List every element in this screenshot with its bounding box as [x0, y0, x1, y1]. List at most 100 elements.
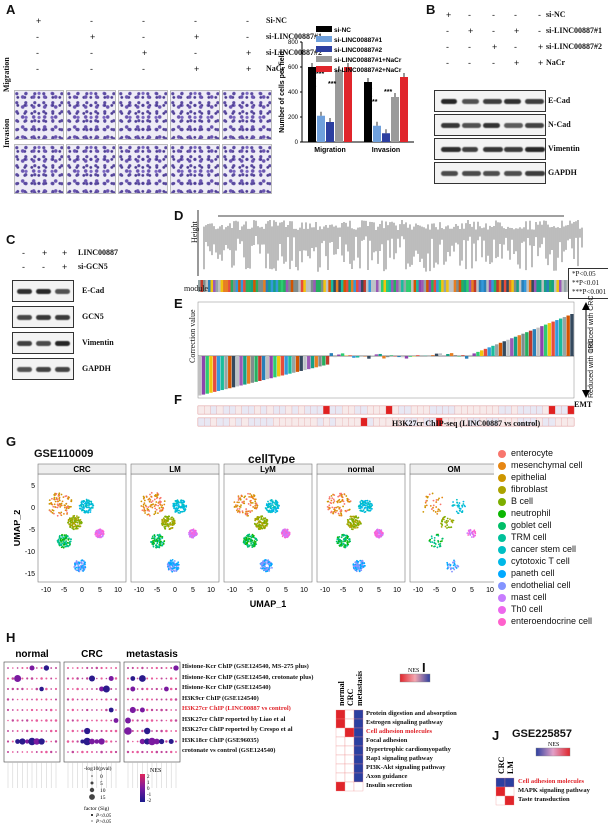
dot [110, 719, 113, 722]
correction-bar [284, 356, 288, 375]
correction-bar [521, 333, 525, 356]
umap-point [265, 524, 268, 527]
module-cell [265, 280, 269, 292]
umap-point [181, 506, 184, 509]
umap-point [75, 527, 78, 529]
module-cell [546, 280, 550, 292]
dot [114, 677, 118, 680]
umap-point [474, 532, 477, 535]
umap-point [78, 525, 81, 528]
umap-point [368, 506, 371, 508]
umap-point [262, 518, 264, 521]
dot [139, 707, 145, 713]
blot-label-c: Vimentin [82, 338, 114, 347]
sign-b: - [446, 42, 449, 52]
umap-strip [316, 463, 406, 475]
dot [170, 667, 173, 669]
legend-swatch [316, 56, 332, 62]
dot [67, 730, 69, 732]
umap-point [78, 567, 81, 570]
umap-point [81, 564, 84, 567]
module-cell [243, 280, 246, 292]
umap-point [365, 502, 368, 504]
umap-point [82, 506, 85, 509]
umap-point [253, 540, 256, 542]
legend-item-celltype: cytotoxic T cell [498, 556, 570, 566]
umap-point [153, 505, 156, 508]
dot [16, 698, 19, 701]
umap-point [459, 507, 462, 510]
umap-point [64, 537, 67, 540]
umap-point [348, 508, 351, 511]
dot [95, 751, 98, 753]
umap-point [331, 497, 334, 500]
correction-bar [250, 356, 255, 383]
gse110009-label: GSE110009 [34, 448, 94, 460]
dot [91, 709, 93, 711]
umap-point [261, 527, 264, 530]
dot [11, 740, 14, 743]
umap-point [264, 524, 267, 527]
heat-cell [353, 754, 364, 765]
umap-point [143, 499, 146, 502]
umap-point [191, 529, 194, 532]
dot [81, 667, 84, 669]
dot [76, 719, 79, 722]
umap-point [82, 509, 84, 511]
module-cell [448, 280, 452, 292]
umap-point [256, 504, 259, 507]
umap-point [55, 492, 58, 495]
umap-point [68, 496, 70, 499]
module-cell [526, 280, 530, 292]
blot-strip [12, 280, 74, 302]
umap-point [436, 546, 439, 549]
umap-point [245, 512, 248, 515]
umap-point [360, 561, 363, 564]
umap-point [437, 498, 440, 501]
size-legend-title: -log10(pval) [84, 765, 112, 772]
umap-y-tick: 5 [31, 483, 35, 490]
correction-bar [220, 356, 224, 391]
module-cell [566, 280, 570, 292]
umap-point [56, 503, 59, 506]
umap-point [151, 500, 154, 502]
module-cell [416, 280, 419, 292]
umap-point [89, 511, 92, 513]
dot [165, 729, 168, 733]
dot [105, 677, 108, 680]
umap-point [440, 525, 443, 528]
umap-point [265, 518, 268, 521]
sign-c: + [42, 248, 48, 258]
correction-bar [551, 321, 555, 356]
umap-point [80, 566, 83, 568]
heat-cell [344, 709, 355, 720]
umap-point [84, 561, 87, 564]
dot [55, 709, 57, 711]
umap-group-title: CRC [73, 465, 91, 474]
dot [7, 667, 9, 669]
nes-legend-value: -2 [147, 799, 152, 804]
umap-point [153, 494, 156, 497]
correction-bar [408, 356, 412, 357]
umap-point [262, 525, 265, 528]
umap-point [77, 565, 80, 567]
nes-legend-title: NES [150, 768, 161, 774]
module-cell [423, 280, 427, 292]
band [525, 147, 545, 152]
sign-b: + [538, 58, 544, 68]
umap-point [432, 499, 435, 502]
umap-point [172, 562, 175, 565]
dot [54, 719, 58, 722]
umap-y-tick: -15 [25, 571, 35, 578]
umap-point [239, 498, 242, 501]
umap-point [474, 530, 477, 533]
module-cell [461, 280, 465, 292]
emt-cell [260, 405, 268, 415]
umap-point [287, 532, 290, 535]
umap-point [352, 525, 354, 528]
module-cell [406, 280, 409, 292]
umap-point [172, 519, 175, 521]
dot [136, 677, 139, 680]
module-cell [335, 280, 339, 292]
module-cell [355, 280, 359, 292]
